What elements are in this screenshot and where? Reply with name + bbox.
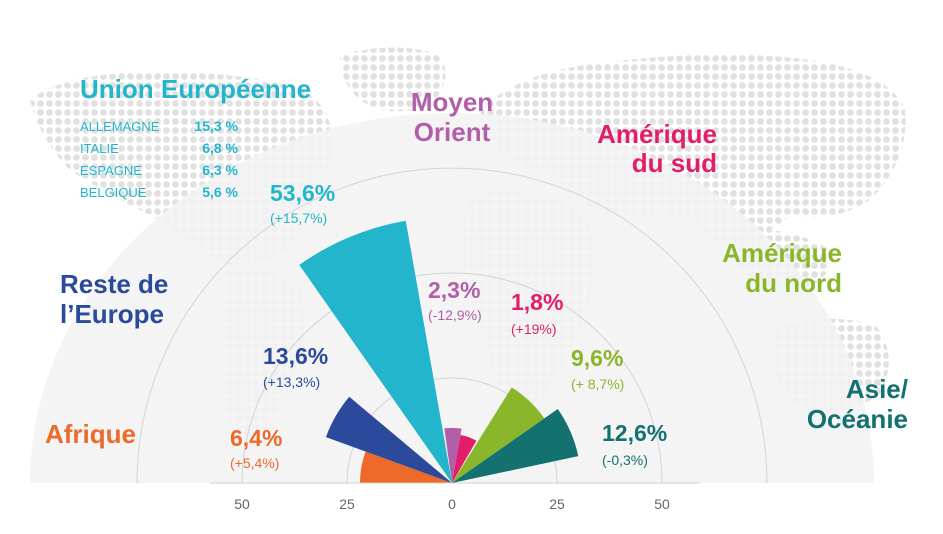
change-label-union-europeenne: (+15,7%) xyxy=(270,210,327,226)
tick-right-50: 50 xyxy=(654,496,670,512)
wedge-moyen-orient xyxy=(444,427,462,483)
segment-asie-oceanie-labels: Asie/ Océanie 12,6% (-0,3%) xyxy=(602,374,908,468)
segment-amerique-nord-labels: Amérique du nord 9,6% (+ 8,7%) xyxy=(571,238,842,392)
wedge-afrique xyxy=(359,451,452,483)
region-label-asie-oceanie-line1: Asie/ xyxy=(846,374,908,404)
country-value-italie: 6,8 % xyxy=(202,140,238,156)
change-label-reste-europe: (+13,3%) xyxy=(263,374,320,390)
segment-moyen-orient-labels: Moyen Orient 2,3% (-12,9%) xyxy=(411,87,493,323)
value-label-amerique-nord: 9,6% xyxy=(571,345,623,371)
region-label-reste-europe-line2: l’Europe xyxy=(60,299,164,329)
region-label-amerique-sud-line2: du sud xyxy=(632,148,717,178)
value-label-asie-oceanie: 12,6% xyxy=(602,420,667,446)
map-continent-greenland xyxy=(339,47,446,112)
wedge-amérique-du-sud xyxy=(452,434,477,483)
region-label-reste-europe-line1: Reste de xyxy=(60,269,168,299)
value-label-afrique: 6,4% xyxy=(230,425,282,451)
country-value-belgique: 5,6 % xyxy=(202,184,238,200)
wedge-amérique-du-nord xyxy=(452,387,545,483)
region-label-moyen-orient-line2: Orient xyxy=(414,117,491,147)
value-label-union-europeenne: 53,6% xyxy=(270,180,335,206)
value-label-reste-europe: 13,6% xyxy=(263,343,328,369)
segment-afrique-labels: Afrique 6,4% (+5,4%) xyxy=(45,419,282,471)
wedge-reste-de-l-europe xyxy=(325,396,452,483)
change-label-amerique-nord: (+ 8,7%) xyxy=(571,376,624,392)
segment-union-europeenne-labels: Union Européenne ALLEMAGNE 15,3 % ITALIE… xyxy=(80,74,335,226)
change-label-amerique-sud: (+19%) xyxy=(511,321,557,337)
value-label-amerique-sud: 1,8% xyxy=(511,289,563,315)
country-name-belgique: BELGIQUE xyxy=(80,185,147,200)
wedge-union-européenne xyxy=(299,220,452,483)
change-label-afrique: (+5,4%) xyxy=(230,455,279,471)
tick-left-25: 25 xyxy=(339,496,355,512)
region-label-amerique-sud-line1: Amérique xyxy=(597,119,717,149)
tick-right-25: 25 xyxy=(549,496,565,512)
wedge-asie-océanie xyxy=(452,408,579,483)
region-label-union-europeenne: Union Européenne xyxy=(80,74,311,104)
region-label-asie-oceanie-line2: Océanie xyxy=(807,404,908,434)
tick-center-0: 0 xyxy=(448,496,456,512)
region-label-afrique: Afrique xyxy=(45,419,136,449)
segment-reste-europe-labels: Reste de l’Europe 13,6% (+13,3%) xyxy=(60,269,328,390)
grid-ring-75 xyxy=(136,167,768,484)
country-value-espagne: 6,3 % xyxy=(202,162,238,178)
segment-amerique-sud-labels: Amérique du sud 1,8% (+19%) xyxy=(511,119,717,337)
region-label-amerique-nord-line1: Amérique xyxy=(722,238,842,268)
region-label-amerique-nord-line2: du nord xyxy=(745,268,842,298)
country-name-italie: ITALIE xyxy=(80,141,119,156)
chart-background-disc xyxy=(30,113,874,483)
region-label-moyen-orient-line1: Moyen xyxy=(411,87,493,117)
change-label-moyen-orient: (-12,9%) xyxy=(428,307,482,323)
data-wedges xyxy=(299,220,579,483)
tick-left-50: 50 xyxy=(234,496,250,512)
axis-ticks: 50 25 0 25 50 xyxy=(234,496,670,512)
country-name-espagne: ESPAGNE xyxy=(80,163,142,178)
value-label-moyen-orient: 2,3% xyxy=(428,277,480,303)
change-label-asie-oceanie: (-0,3%) xyxy=(602,452,648,468)
country-name-allemagne: ALLEMAGNE xyxy=(80,119,160,134)
country-value-allemagne: 15,3 % xyxy=(194,118,238,134)
grid-ring-50 xyxy=(241,272,663,484)
